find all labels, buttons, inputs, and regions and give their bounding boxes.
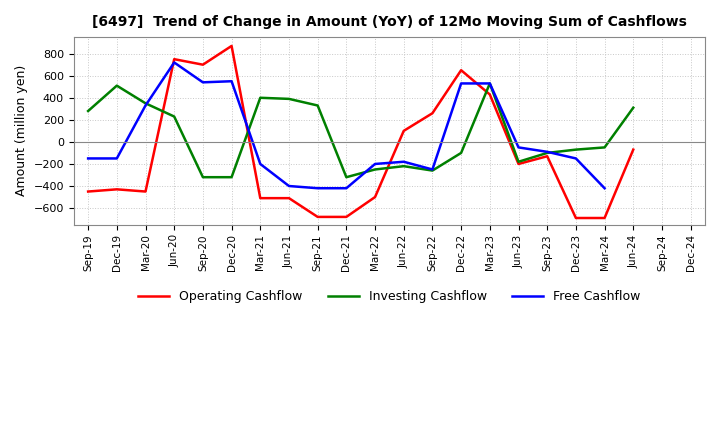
Operating Cashflow bbox=[400, 128, 408, 133]
Operating Cashflow bbox=[141, 189, 150, 194]
Legend: Operating Cashflow, Investing Cashflow, Free Cashflow: Operating Cashflow, Investing Cashflow, … bbox=[133, 286, 646, 308]
Investing Cashflow bbox=[228, 175, 236, 180]
Free Cashflow bbox=[485, 81, 494, 86]
Operating Cashflow bbox=[112, 187, 121, 192]
Operating Cashflow bbox=[629, 147, 638, 152]
Operating Cashflow bbox=[543, 154, 552, 159]
Investing Cashflow bbox=[141, 101, 150, 106]
Investing Cashflow bbox=[485, 81, 494, 86]
Investing Cashflow bbox=[84, 108, 92, 114]
Operating Cashflow bbox=[572, 215, 580, 220]
Investing Cashflow bbox=[400, 164, 408, 169]
Operating Cashflow bbox=[514, 161, 523, 167]
Investing Cashflow bbox=[284, 96, 293, 102]
Investing Cashflow bbox=[313, 103, 322, 108]
Operating Cashflow bbox=[342, 214, 351, 220]
Investing Cashflow bbox=[371, 167, 379, 172]
Operating Cashflow bbox=[84, 189, 92, 194]
Free Cashflow bbox=[313, 186, 322, 191]
Free Cashflow bbox=[543, 149, 552, 154]
Operating Cashflow bbox=[284, 195, 293, 201]
Operating Cashflow bbox=[456, 68, 465, 73]
Investing Cashflow bbox=[572, 147, 580, 152]
Free Cashflow bbox=[572, 156, 580, 161]
Free Cashflow bbox=[428, 167, 437, 172]
Investing Cashflow bbox=[112, 83, 121, 88]
Free Cashflow bbox=[600, 186, 609, 191]
Free Cashflow bbox=[456, 81, 465, 86]
Operating Cashflow bbox=[428, 110, 437, 116]
Free Cashflow bbox=[371, 161, 379, 167]
Free Cashflow bbox=[84, 156, 92, 161]
Investing Cashflow bbox=[629, 105, 638, 110]
Free Cashflow bbox=[199, 80, 207, 85]
Operating Cashflow bbox=[170, 56, 179, 62]
Investing Cashflow bbox=[514, 159, 523, 165]
Operating Cashflow bbox=[313, 214, 322, 220]
Free Cashflow bbox=[256, 161, 264, 167]
Free Cashflow bbox=[284, 183, 293, 189]
Investing Cashflow bbox=[342, 175, 351, 180]
Free Cashflow bbox=[141, 103, 150, 108]
Investing Cashflow bbox=[199, 175, 207, 180]
Line: Free Cashflow: Free Cashflow bbox=[88, 62, 605, 188]
Operating Cashflow bbox=[228, 43, 236, 48]
Free Cashflow bbox=[400, 159, 408, 165]
Investing Cashflow bbox=[600, 145, 609, 150]
Investing Cashflow bbox=[256, 95, 264, 100]
Operating Cashflow bbox=[600, 215, 609, 220]
Line: Operating Cashflow: Operating Cashflow bbox=[88, 46, 634, 218]
Investing Cashflow bbox=[543, 150, 552, 156]
Free Cashflow bbox=[170, 60, 179, 65]
Operating Cashflow bbox=[371, 194, 379, 200]
Line: Investing Cashflow: Investing Cashflow bbox=[88, 84, 634, 177]
Title: [6497]  Trend of Change in Amount (YoY) of 12Mo Moving Sum of Cashflows: [6497] Trend of Change in Amount (YoY) o… bbox=[92, 15, 687, 29]
Operating Cashflow bbox=[256, 195, 264, 201]
Operating Cashflow bbox=[485, 92, 494, 97]
Investing Cashflow bbox=[428, 168, 437, 173]
Free Cashflow bbox=[228, 79, 236, 84]
Free Cashflow bbox=[342, 186, 351, 191]
Operating Cashflow bbox=[199, 62, 207, 67]
Free Cashflow bbox=[514, 145, 523, 150]
Investing Cashflow bbox=[456, 150, 465, 156]
Investing Cashflow bbox=[170, 114, 179, 119]
Free Cashflow bbox=[112, 156, 121, 161]
Y-axis label: Amount (million yen): Amount (million yen) bbox=[15, 65, 28, 197]
